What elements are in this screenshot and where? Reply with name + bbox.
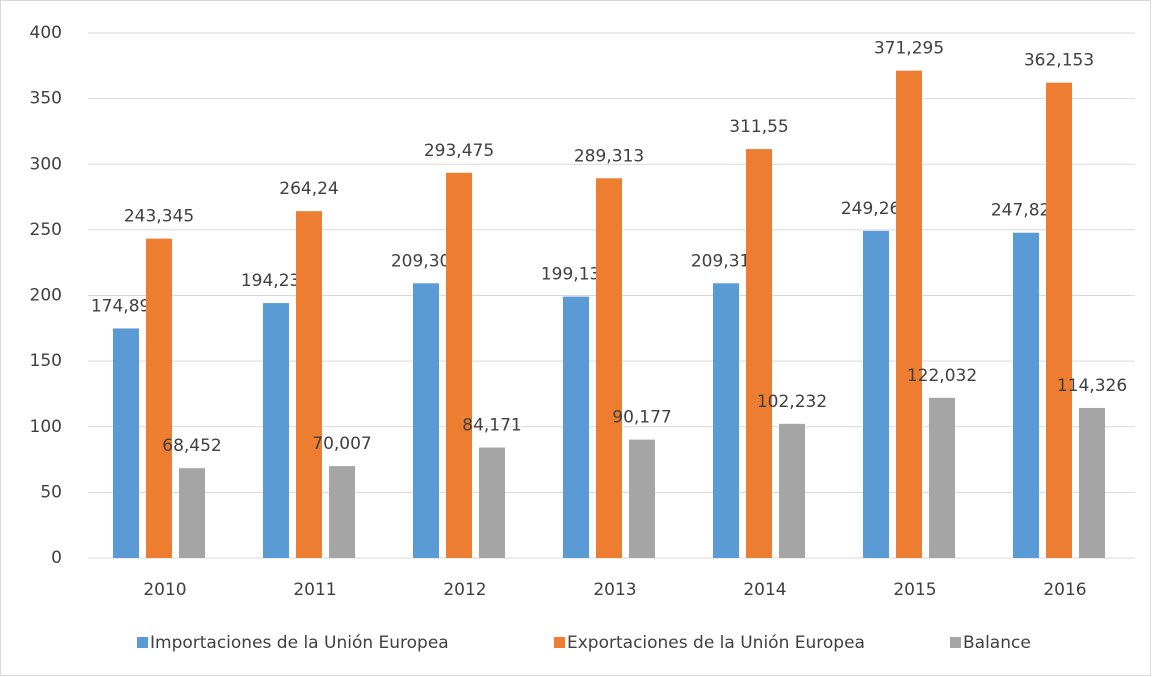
value-label: 289,313 [574,146,644,166]
legend-label: Exportaciones de la Unión Europea [567,633,865,653]
value-label: 209,304 [391,251,461,271]
y-tick-label: 400 [30,23,62,43]
value-label: 247,826 [991,201,1061,221]
bar [713,283,739,558]
value-label: 114,326 [1057,376,1127,396]
value-label: 209,318 [691,251,761,271]
bar [596,178,622,559]
y-tick-label: 50 [40,482,62,502]
bar [1079,407,1105,558]
bar [779,423,805,558]
value-label: 371,295 [874,39,944,59]
value-label: 264,24 [279,179,338,199]
y-tick-label: 250 [30,220,62,240]
value-label: 293,475 [424,141,494,161]
y-tick-label: 350 [30,89,62,109]
legend-swatch [950,637,961,648]
value-label: 70,007 [312,434,371,454]
x-tick-label: 2010 [143,580,186,600]
x-tick-label: 2012 [443,580,486,600]
bar [446,172,472,558]
value-label: 243,345 [124,207,194,227]
value-label: 90,177 [612,408,671,428]
value-label: 174,893 [91,296,161,316]
bar [413,283,439,558]
value-label: 194,233 [241,271,311,291]
x-tick-label: 2015 [893,580,936,600]
value-label: 122,032 [907,366,977,386]
y-tick-label: 300 [30,154,62,174]
value-label: 199,137 [541,265,611,285]
y-tick-label: 0 [51,548,62,568]
bar [629,439,655,558]
legend-label: Balance [963,633,1031,653]
value-label: 249,263 [841,199,911,219]
x-tick-label: 2014 [743,580,786,600]
bar [263,303,289,558]
bar [329,466,355,558]
y-tick-label: 200 [30,286,62,306]
bar [863,230,889,558]
bar [746,149,772,558]
value-label: 84,171 [462,416,521,436]
bar [929,397,955,558]
value-label: 102,232 [757,392,827,412]
value-label: 362,153 [1024,51,1094,71]
x-tick-label: 2013 [593,580,636,600]
x-tick-label: 2016 [1043,580,1086,600]
bar [563,296,589,558]
legend-swatch [137,637,148,648]
bar [479,447,505,558]
y-tick-label: 100 [30,417,62,437]
bar [179,468,205,558]
bar [146,238,172,558]
x-tick-label: 2011 [293,580,336,600]
legend-swatch [554,637,565,648]
bar [296,211,322,558]
legend-label: Importaciones de la Unión Europea [150,633,449,653]
bar [113,328,139,558]
bar [1046,82,1072,558]
bar [1013,232,1039,558]
bar [896,70,922,558]
value-label: 311,55 [729,117,788,137]
value-label: 68,452 [162,436,221,456]
y-tick-label: 150 [30,351,62,371]
